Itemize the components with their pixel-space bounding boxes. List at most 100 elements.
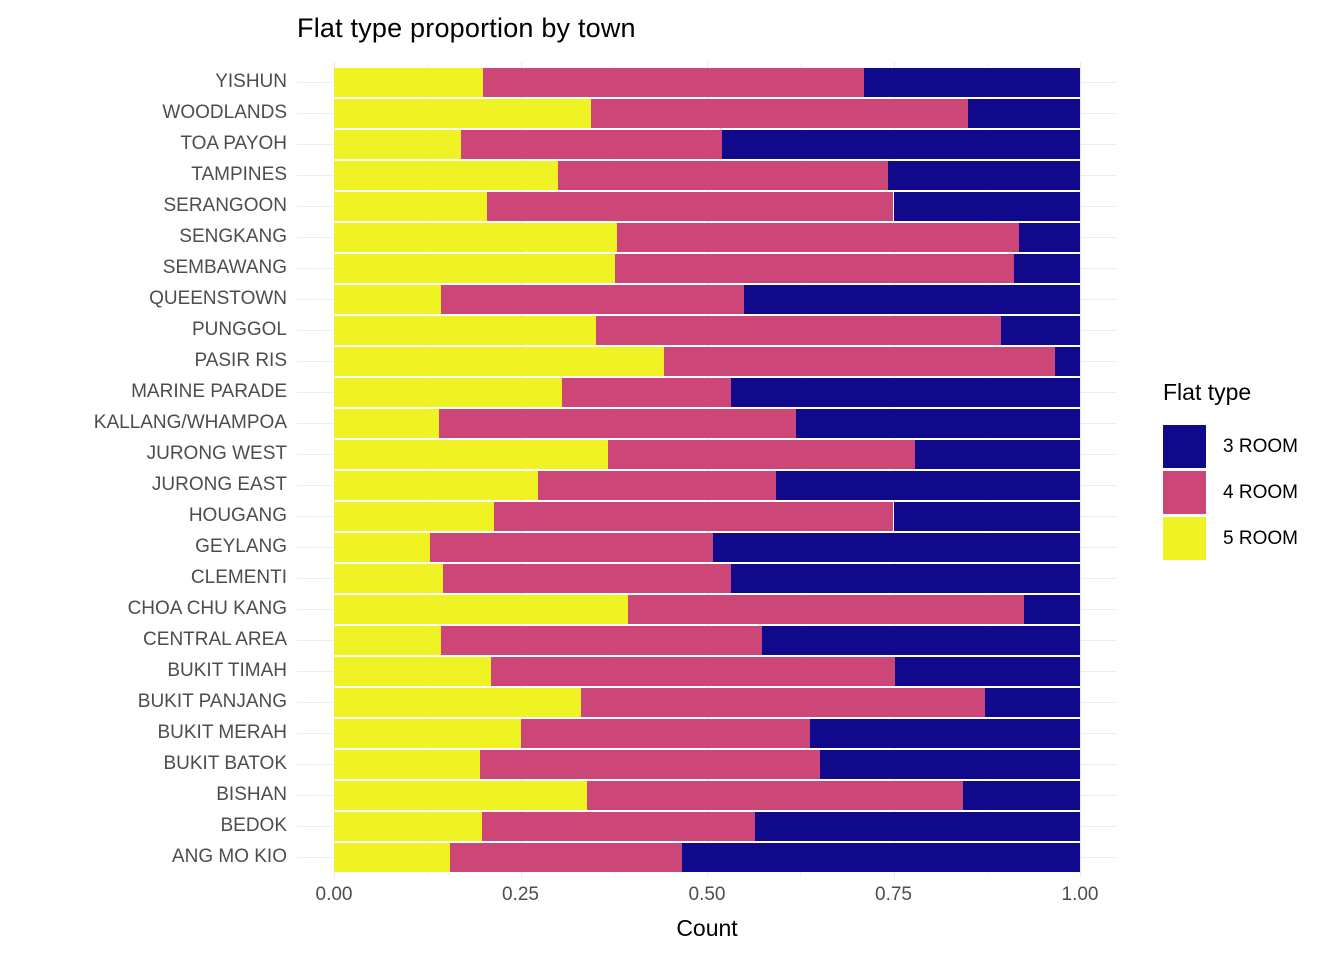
bar-segment-5-room	[334, 439, 608, 469]
bar-segment-4-room	[627, 594, 1025, 624]
bar-segment-3-room	[1013, 253, 1080, 283]
legend-label: 5 ROOM	[1223, 527, 1298, 549]
y-axis-label: SEMBAWANG	[162, 257, 287, 278]
y-axis-label: SENGKANG	[179, 226, 287, 247]
bar-segment-3-room	[968, 98, 1080, 128]
bar-row	[334, 563, 1080, 593]
bar-segment-3-room	[712, 532, 1080, 562]
bar-segment-4-room	[442, 563, 731, 593]
bar-segment-4-room	[617, 222, 1019, 252]
y-axis-label: HOUGANG	[188, 505, 287, 526]
bar-segment-4-room	[586, 780, 963, 810]
y-axis-label: BEDOK	[220, 815, 287, 836]
bar-segment-4-room	[460, 129, 722, 159]
y-axis-label: JURONG WEST	[146, 443, 287, 464]
bar-segment-5-room	[334, 377, 562, 407]
bar-segment-3-room	[888, 160, 1080, 190]
y-axis-label: MARINE PARADE	[131, 381, 287, 402]
bar-row	[334, 67, 1080, 97]
bar-segment-5-room	[334, 687, 581, 717]
legend-item: 5 ROOM	[1163, 517, 1333, 560]
bar-segment-5-room	[334, 470, 538, 500]
bar-segment-4-room	[591, 98, 969, 128]
bar-segment-5-room	[334, 284, 442, 314]
y-axis-label: GEYLANG	[195, 536, 287, 557]
bar-segment-5-room	[334, 842, 451, 872]
y-axis-label: CHOA CHU KANG	[127, 598, 287, 619]
bar-segment-3-room	[893, 501, 1080, 531]
legend-swatch-3-room	[1163, 425, 1206, 468]
y-axis-label: TOA PAYOH	[180, 133, 287, 154]
bar-segment-3-room	[1018, 222, 1080, 252]
bar-segment-5-room	[334, 811, 483, 841]
bar-segment-5-room	[334, 98, 592, 128]
bar-segment-3-room	[962, 780, 1080, 810]
bar-segment-3-room	[721, 129, 1080, 159]
y-axis-label: QUEENSTOWN	[149, 288, 287, 309]
bar-row	[334, 439, 1080, 469]
bar-row	[334, 377, 1080, 407]
bar-segment-5-room	[334, 625, 442, 655]
chart-title: Flat type proportion by town	[297, 13, 636, 43]
bar-segment-4-room	[480, 749, 820, 779]
bar-row	[334, 315, 1080, 345]
y-axis-label: PASIR RIS	[194, 350, 287, 371]
bar-segment-3-room	[863, 67, 1080, 97]
x-axis-title: Count	[676, 915, 738, 941]
bar-segment-4-room	[450, 842, 683, 872]
plot-panel	[297, 62, 1117, 877]
bar-segment-4-room	[607, 439, 916, 469]
legend-item: 3 ROOM	[1163, 425, 1333, 468]
bar-row	[334, 718, 1080, 748]
bar-segment-3-room	[809, 718, 1080, 748]
bar-segment-3-room	[730, 377, 1080, 407]
legend-title: Flat type	[1163, 379, 1252, 405]
y-axis-label: TAMPINES	[191, 164, 287, 185]
bar-segment-3-room	[730, 563, 1080, 593]
y-axis-label: BUKIT TIMAH	[167, 660, 287, 681]
bar-segment-3-room	[1000, 315, 1080, 345]
y-axis-label: CLEMENTI	[190, 567, 287, 588]
bar-segment-5-room	[334, 780, 587, 810]
bar-row	[334, 98, 1080, 128]
bar-row	[334, 253, 1080, 283]
bar-segment-4-room	[439, 408, 796, 438]
bar-segment-5-room	[334, 594, 628, 624]
legend-swatch-4-room	[1163, 471, 1206, 514]
bar-segment-3-room	[795, 408, 1080, 438]
bar-segment-5-room	[334, 749, 481, 779]
bar-segment-3-room	[1024, 594, 1080, 624]
bar-segment-5-room	[334, 563, 443, 593]
bar-segment-4-room	[580, 687, 986, 717]
bar-segment-5-room	[334, 160, 558, 190]
bar-segment-4-room	[595, 315, 1001, 345]
bar-row	[334, 346, 1080, 376]
y-axis-label: ANG MO KIO	[171, 846, 287, 867]
y-axis-label: JURONG EAST	[151, 474, 287, 495]
bar-segment-4-room	[557, 160, 889, 190]
gridline-v-major	[334, 62, 335, 877]
bar-segment-5-room	[334, 718, 522, 748]
y-axis-label: KALLANG/WHAMPOA	[93, 412, 287, 433]
y-axis-label: CENTRAL AREA	[143, 629, 287, 650]
bar-segment-3-room	[819, 749, 1080, 779]
y-axis-label: BISHAN	[216, 784, 287, 805]
bar-segment-3-room	[915, 439, 1080, 469]
bar-row	[334, 284, 1080, 314]
gridline-v-minor	[427, 62, 429, 877]
bar-row	[334, 594, 1080, 624]
bar-segment-4-room	[561, 377, 731, 407]
bar-row	[334, 532, 1080, 562]
y-axis-label: BUKIT BATOK	[163, 753, 287, 774]
x-axis-tick-label: 0.00	[315, 884, 353, 905]
bar-segment-5-room	[334, 222, 618, 252]
gridline-v-minor	[986, 62, 988, 877]
bar-segment-4-room	[491, 656, 895, 686]
bar-segment-4-room	[482, 811, 755, 841]
y-axis-label: YISHUN	[215, 71, 287, 92]
bar-segment-5-room	[334, 67, 484, 97]
legend-label: 3 ROOM	[1223, 435, 1298, 457]
y-axis-label: WOODLANDS	[162, 102, 287, 123]
bar-row	[334, 811, 1080, 841]
